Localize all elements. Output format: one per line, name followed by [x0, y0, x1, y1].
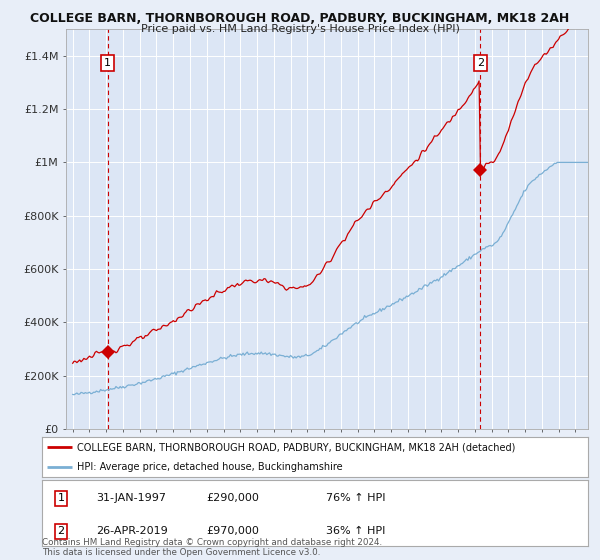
- Text: COLLEGE BARN, THORNBOROUGH ROAD, PADBURY, BUCKINGHAM, MK18 2AH (detached): COLLEGE BARN, THORNBOROUGH ROAD, PADBURY…: [77, 442, 516, 452]
- Text: Price paid vs. HM Land Registry's House Price Index (HPI): Price paid vs. HM Land Registry's House …: [140, 24, 460, 34]
- Text: HPI: Average price, detached house, Buckinghamshire: HPI: Average price, detached house, Buck…: [77, 461, 343, 472]
- Text: 36% ↑ HPI: 36% ↑ HPI: [326, 526, 385, 536]
- Text: 2: 2: [476, 58, 484, 68]
- Text: £290,000: £290,000: [206, 493, 259, 503]
- Text: 1: 1: [58, 493, 65, 503]
- Text: 76% ↑ HPI: 76% ↑ HPI: [326, 493, 385, 503]
- Text: COLLEGE BARN, THORNBOROUGH ROAD, PADBURY, BUCKINGHAM, MK18 2AH: COLLEGE BARN, THORNBOROUGH ROAD, PADBURY…: [31, 12, 569, 25]
- Text: £970,000: £970,000: [206, 526, 259, 536]
- Text: Contains HM Land Registry data © Crown copyright and database right 2024.
This d: Contains HM Land Registry data © Crown c…: [42, 538, 382, 557]
- Text: 26-APR-2019: 26-APR-2019: [97, 526, 169, 536]
- Text: 1: 1: [104, 58, 111, 68]
- Text: 31-JAN-1997: 31-JAN-1997: [97, 493, 167, 503]
- Text: 2: 2: [58, 526, 65, 536]
